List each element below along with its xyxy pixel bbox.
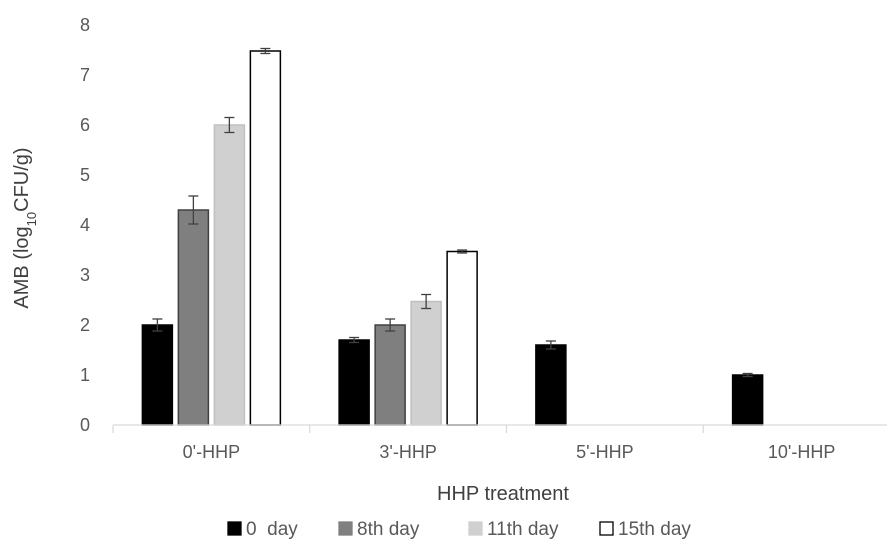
bar: [177, 209, 210, 426]
x-tick-label: 10'-HHP: [768, 442, 835, 462]
bar: [374, 324, 406, 426]
y-tick-label: 2: [80, 315, 90, 335]
bar: [213, 124, 246, 426]
y-tick-label: 8: [80, 15, 90, 35]
y-axis-title: AMB (log10CFU/g): [11, 147, 39, 308]
y-axis-ticks: 0 1 2 3 4 5 6 7 8: [80, 15, 90, 435]
y-tick-label: 7: [80, 65, 90, 85]
bar: [249, 50, 282, 426]
legend-swatch: [468, 521, 483, 536]
y-tick-label: 6: [80, 115, 90, 135]
legend-swatch: [599, 521, 614, 536]
bar: [141, 324, 174, 426]
legend-swatch: [338, 521, 353, 536]
legend-label: 8th day: [357, 519, 420, 540]
legend-label: 11th day: [487, 519, 559, 540]
y-tick-label: 3: [80, 265, 90, 285]
x-axis-ticks: [112, 425, 704, 433]
x-tick-label: 3'-HHP: [379, 442, 436, 462]
x-tick-label: 5'-HHP: [576, 442, 633, 462]
bars-group: [141, 47, 764, 426]
bar: [535, 344, 567, 426]
legend: 0 day 8th day 11th day 15th day: [227, 519, 691, 540]
bar: [410, 300, 442, 426]
legend-swatch: [227, 521, 242, 536]
y-tick-label: 5: [80, 165, 90, 185]
y-tick-label: 4: [80, 215, 90, 235]
legend-label: 0 day: [246, 519, 298, 540]
bar: [446, 250, 478, 426]
bar: [731, 374, 764, 426]
y-tick-label: 0: [80, 415, 90, 435]
x-tick-label: 0'-HHP: [183, 442, 240, 462]
legend-label: 15th day: [618, 519, 691, 540]
x-axis-title: HHP treatment: [437, 483, 569, 505]
y-tick-label: 1: [80, 365, 90, 385]
x-axis-labels: 0'-HHP 3'-HHP 5'-HHP 10'-HHP: [183, 442, 836, 462]
bar: [338, 339, 370, 426]
